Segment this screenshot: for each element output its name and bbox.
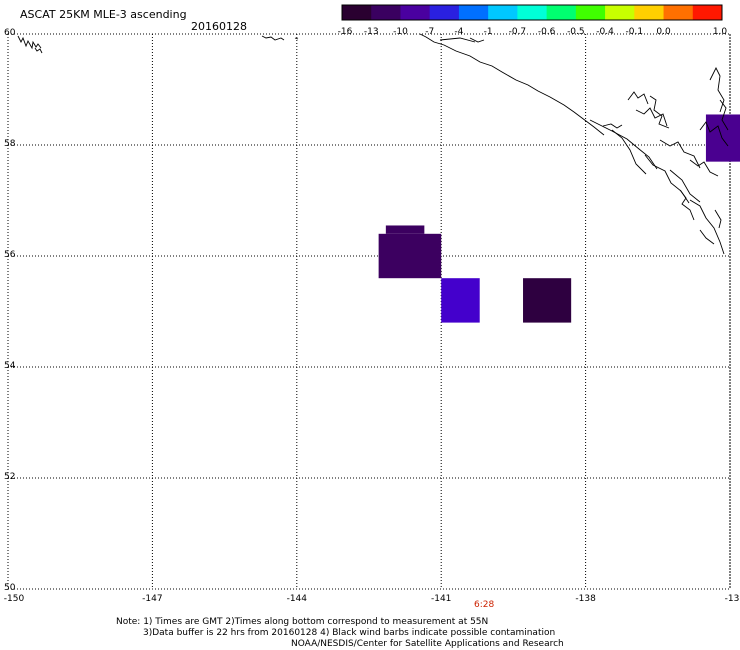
colorbar-swatch (488, 5, 518, 20)
map-frame (7, 33, 731, 590)
colorbar-tick-label: -13 (363, 27, 379, 37)
latitude-tick-label: 56 (4, 250, 16, 260)
colorbar-swatch (546, 5, 577, 20)
longitude-tick-label: -13 (724, 594, 740, 604)
note-line-1: Note: 1) Times are GMT 2)Times along bot… (116, 617, 489, 627)
latitude-tick-label: 52 (4, 472, 16, 482)
note-line-2: 3)Data buffer is 22 hrs from 20160128 4)… (143, 628, 556, 638)
latitude-tick-label: 58 (4, 139, 16, 149)
colorbar-swatch (400, 5, 431, 20)
wind-data-cell (385, 225, 425, 234)
colorbar-swatch (634, 5, 665, 20)
note-line-3: NOAA/NESDIS/Center for Satellite Applica… (291, 639, 564, 649)
colorbar-tick-label: -1 (483, 27, 493, 37)
wind-data-cell (441, 278, 480, 323)
longitude-tick-label: -138 (575, 594, 596, 604)
longitude-tick-label: -144 (286, 594, 308, 604)
colorbar-tick-label: -16 (337, 27, 353, 37)
wind-data-cells (378, 114, 740, 323)
map-title: ASCAT 25KM MLE-3 ascending (20, 8, 187, 21)
colorbar-tick-label: -0.1 (625, 27, 644, 37)
colorbar-border (341, 4, 723, 21)
colorbar (341, 4, 723, 21)
wind-data-cell (523, 278, 572, 323)
latitude-tick-label: 50 (4, 583, 16, 593)
colorbar-swatch (517, 5, 548, 20)
colorbar-tick-label: -7 (425, 27, 435, 37)
colorbar-swatch (692, 5, 723, 20)
latitude-tick-label: 54 (4, 361, 16, 371)
colorbar-swatch (605, 5, 635, 20)
time-label: 6:28 (474, 600, 495, 610)
colorbar-tick-label: -4 (454, 27, 464, 37)
colorbar-tick-label: 0.0 (656, 27, 671, 37)
colorbar-tick-label: -0.4 (596, 27, 614, 37)
graticule (7, 33, 731, 590)
coastline (17, 33, 729, 255)
colorbar-swatch (575, 5, 606, 20)
colorbar-tick-label: 1.0 (712, 27, 728, 37)
colorbar-tick-label: -10 (393, 27, 408, 37)
longitude-tick-label: -141 (430, 594, 452, 604)
latitude-tick-label: 60 (4, 28, 16, 38)
colorbar-swatch (663, 5, 694, 20)
map-date: 20160128 (191, 20, 247, 33)
colorbar-tick-label: -0.6 (537, 27, 556, 37)
colorbar-swatch (371, 5, 401, 20)
longitude-tick-label: -147 (142, 594, 163, 604)
wind-data-cell (378, 233, 442, 279)
longitude-tick-label: -150 (3, 594, 25, 604)
colorbar-swatch (429, 5, 460, 20)
colorbar-tick-label: -0.5 (567, 27, 585, 37)
colorbar-swatch (458, 5, 489, 20)
colorbar-swatch (342, 5, 372, 20)
colorbar-tick-label: -0.7 (508, 27, 527, 37)
